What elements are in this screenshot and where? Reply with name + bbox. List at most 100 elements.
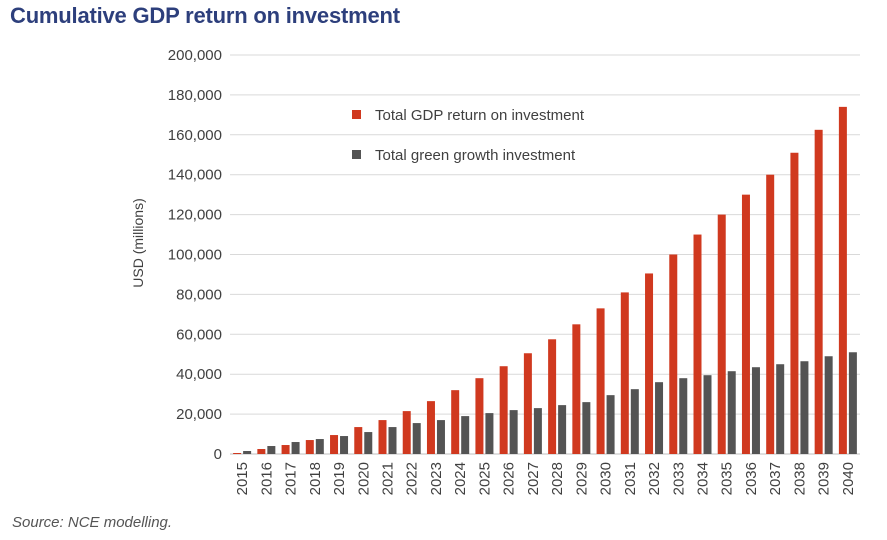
y-tick-label: 40,000 [176,366,222,383]
bar-gdp-return [499,366,508,454]
bar-green-investment [243,451,252,454]
bar-green-investment [267,446,276,454]
x-tick-label: 2028 [549,462,566,495]
bar-green-investment [388,427,397,454]
x-tick-label: 2032 [646,462,663,495]
x-tick-label: 2020 [355,462,372,495]
bar-green-investment [558,405,567,454]
bar-gdp-return [257,449,266,454]
x-tick-label: 2040 [840,462,857,495]
y-axis-label: USD (millions) [130,198,146,287]
bar-gdp-return [354,427,363,454]
bar-gdp-return [330,435,339,454]
bar-green-investment [655,382,664,454]
bar-gdp-return [645,273,654,454]
bar-gdp-return [741,194,750,454]
legend-swatch-investment [352,150,361,159]
chart-title: Cumulative GDP return on investment [10,3,400,28]
bar-gdp-return [790,152,799,454]
bar-green-investment [461,416,470,454]
x-tick-label: 2018 [307,462,324,495]
y-tick-label: 60,000 [176,326,222,343]
x-tick-label: 2021 [380,462,397,495]
y-tick-label: 120,000 [168,207,222,224]
x-tick-label: 2027 [525,462,542,495]
y-tick-label: 160,000 [168,127,222,144]
x-tick-label: 2015 [234,462,251,495]
bar-green-investment [436,420,445,454]
x-tick-label: 2031 [622,462,639,495]
bar-gdp-return [620,292,629,454]
x-tick-label: 2024 [452,462,469,495]
bar-green-investment [751,367,760,454]
bar-green-investment [606,395,615,454]
bar-green-investment [582,402,591,454]
legend-label-investment: Total green growth investment [375,147,576,164]
x-tick-label: 2017 [283,462,300,495]
bar-gdp-return [572,324,581,454]
x-tick-label: 2037 [767,462,784,495]
bar-gdp-return [378,420,387,454]
bar-green-investment [679,378,688,454]
bar-gdp-return [669,254,678,454]
y-tick-label: 180,000 [168,87,222,104]
y-tick-label: 80,000 [176,286,222,303]
x-tick-label: 2023 [428,462,445,495]
x-tick-label: 2022 [404,462,421,495]
bar-gdp-return [523,353,532,454]
gridlines [230,54,860,455]
x-axis-ticks: 2015 2016 2017 2018 2019 2020 2021 2022 2023 2024… [234,462,857,495]
bar-gdp-return [717,214,726,454]
bar-green-investment [800,361,809,454]
x-tick-label: 2034 [695,462,712,495]
legend: Total GDP return on investment Total gre… [352,107,585,164]
x-tick-label: 2030 [598,462,615,495]
bar-gdp-return [451,390,460,454]
bar-green-investment [291,442,300,454]
bars [233,106,857,455]
y-tick-label: 0 [214,446,222,463]
source-note: Source: NCE modelling. [12,514,173,531]
x-tick-label: 2036 [743,462,760,495]
bar-green-investment [727,371,736,454]
bar-gdp-return [475,378,484,454]
y-axis-ticks: 0 20,000 40,000 60,000 80,000 100,000 120,000 1… [168,47,222,463]
y-tick-label: 140,000 [168,167,222,184]
x-tick-label: 2029 [573,462,590,495]
x-tick-label: 2035 [719,462,736,495]
bar-green-investment [509,410,518,454]
x-tick-label: 2016 [258,462,275,495]
x-tick-label: 2033 [670,462,687,495]
x-tick-label: 2038 [791,462,808,495]
x-tick-label: 2039 [816,462,833,495]
bar-green-investment [485,413,494,454]
bar-green-investment [533,408,542,454]
bar-gdp-return [838,106,847,455]
x-tick-label: 2026 [501,462,518,495]
bar-gdp-return [402,411,411,454]
x-tick-label: 2025 [476,462,493,495]
bar-gdp-return [596,308,605,454]
y-tick-label: 100,000 [168,247,222,264]
bar-green-investment [412,423,421,454]
bar-green-investment [703,375,712,454]
bar-gdp-return [693,234,702,454]
bar-gdp-return [281,445,290,454]
bar-green-investment [824,356,833,454]
bar-green-investment [364,432,373,454]
bar-green-investment [315,439,324,454]
bar-gdp-return [548,339,557,454]
legend-swatch-gdp [352,110,361,119]
y-tick-label: 20,000 [176,406,222,423]
bar-gdp-return [814,129,823,454]
bar-green-investment [776,364,785,454]
bar-gdp-return [426,401,435,454]
y-tick-label: 200,000 [168,47,222,64]
x-tick-label: 2019 [331,462,348,495]
bar-gdp-return [305,440,314,454]
bar-green-investment [340,436,349,454]
bar-green-investment [630,389,639,454]
bar-green-investment [848,352,857,454]
legend-label-gdp: Total GDP return on investment [375,107,585,124]
